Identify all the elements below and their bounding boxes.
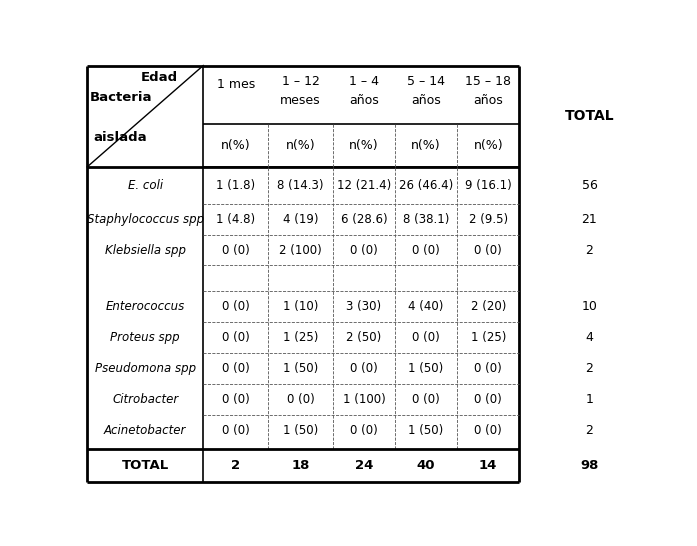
Text: 1 (50): 1 (50) bbox=[408, 362, 444, 375]
Text: 1 (50): 1 (50) bbox=[408, 424, 444, 437]
Text: Pseudomona spp: Pseudomona spp bbox=[95, 362, 196, 375]
Text: n(%): n(%) bbox=[349, 139, 378, 152]
Text: 0 (0): 0 (0) bbox=[475, 362, 502, 375]
Text: 8 (14.3): 8 (14.3) bbox=[277, 179, 323, 192]
Text: TOTAL: TOTAL bbox=[565, 109, 614, 123]
Text: 56: 56 bbox=[581, 179, 597, 192]
Text: 0 (0): 0 (0) bbox=[412, 393, 440, 406]
Text: 0 (0): 0 (0) bbox=[412, 331, 440, 344]
Text: 1 (100): 1 (100) bbox=[343, 393, 385, 406]
Text: 4 (40): 4 (40) bbox=[408, 300, 444, 313]
Text: Acinetobacter: Acinetobacter bbox=[104, 424, 186, 437]
Text: 1 (25): 1 (25) bbox=[470, 331, 506, 344]
Text: Proteus spp: Proteus spp bbox=[110, 331, 180, 344]
Text: 9 (16.1): 9 (16.1) bbox=[465, 179, 512, 192]
Text: 40: 40 bbox=[417, 459, 436, 472]
Text: 1 (50): 1 (50) bbox=[283, 424, 318, 437]
Text: Citrobacter: Citrobacter bbox=[112, 393, 178, 406]
Text: n(%): n(%) bbox=[221, 139, 250, 152]
Text: 0 (0): 0 (0) bbox=[412, 244, 440, 257]
Text: 15 – 18: 15 – 18 bbox=[465, 75, 511, 88]
Text: 1 mes: 1 mes bbox=[217, 78, 255, 91]
Text: Klebsiella spp: Klebsiella spp bbox=[105, 244, 185, 257]
Text: años: años bbox=[349, 94, 379, 107]
Text: 2 (50): 2 (50) bbox=[346, 331, 381, 344]
Text: 26 (46.4): 26 (46.4) bbox=[399, 179, 453, 192]
Text: 2: 2 bbox=[585, 424, 593, 437]
Text: 0 (0): 0 (0) bbox=[222, 424, 250, 437]
Text: 1 (1.8): 1 (1.8) bbox=[216, 179, 255, 192]
Text: 0 (0): 0 (0) bbox=[222, 244, 250, 257]
Text: 4 (19): 4 (19) bbox=[283, 212, 319, 225]
Text: 1: 1 bbox=[585, 393, 593, 406]
Text: Edad: Edad bbox=[141, 70, 178, 84]
Text: 1 – 12: 1 – 12 bbox=[282, 75, 319, 88]
Text: 12 (21.4): 12 (21.4) bbox=[337, 179, 391, 192]
Text: 0 (0): 0 (0) bbox=[475, 393, 502, 406]
Text: 14: 14 bbox=[479, 459, 498, 472]
Text: 6 (28.6): 6 (28.6) bbox=[341, 212, 388, 225]
Text: meses: meses bbox=[280, 94, 321, 107]
Text: Enterococcus: Enterococcus bbox=[105, 300, 185, 313]
Text: 3 (30): 3 (30) bbox=[346, 300, 381, 313]
Text: años: años bbox=[411, 94, 441, 107]
Text: 2: 2 bbox=[231, 459, 240, 472]
Text: 1 – 4: 1 – 4 bbox=[349, 75, 379, 88]
Text: 2: 2 bbox=[585, 244, 593, 257]
Text: 2: 2 bbox=[585, 362, 593, 375]
Text: 1 (10): 1 (10) bbox=[283, 300, 319, 313]
Text: 0 (0): 0 (0) bbox=[286, 393, 314, 406]
Text: 8 (38.1): 8 (38.1) bbox=[403, 212, 450, 225]
Text: n(%): n(%) bbox=[473, 139, 503, 152]
Text: 0 (0): 0 (0) bbox=[222, 393, 250, 406]
Text: 2 (100): 2 (100) bbox=[279, 244, 322, 257]
Text: 10: 10 bbox=[581, 300, 597, 313]
Text: 18: 18 bbox=[291, 459, 309, 472]
Text: 1 (4.8): 1 (4.8) bbox=[216, 212, 255, 225]
Text: 2 (20): 2 (20) bbox=[470, 300, 506, 313]
Text: 0 (0): 0 (0) bbox=[350, 424, 378, 437]
Text: 2 (9.5): 2 (9.5) bbox=[468, 212, 508, 225]
Text: 98: 98 bbox=[581, 459, 599, 472]
Text: E. coli: E. coli bbox=[128, 179, 163, 192]
Text: 0 (0): 0 (0) bbox=[350, 244, 378, 257]
Text: 0 (0): 0 (0) bbox=[475, 244, 502, 257]
Text: 1 (25): 1 (25) bbox=[283, 331, 319, 344]
Text: 4: 4 bbox=[585, 331, 593, 344]
Text: 24: 24 bbox=[355, 459, 373, 472]
Text: 5 – 14: 5 – 14 bbox=[407, 75, 445, 88]
Text: 0 (0): 0 (0) bbox=[475, 424, 502, 437]
Text: aislada: aislada bbox=[93, 131, 147, 144]
Text: 0 (0): 0 (0) bbox=[222, 331, 250, 344]
Text: n(%): n(%) bbox=[286, 139, 315, 152]
Text: TOTAL: TOTAL bbox=[121, 459, 169, 472]
Text: 0 (0): 0 (0) bbox=[222, 362, 250, 375]
Text: 0 (0): 0 (0) bbox=[222, 300, 250, 313]
Text: n(%): n(%) bbox=[411, 139, 441, 152]
Text: 0 (0): 0 (0) bbox=[350, 362, 378, 375]
Text: 1 (50): 1 (50) bbox=[283, 362, 318, 375]
Text: Staphylococcus spp: Staphylococcus spp bbox=[86, 212, 204, 225]
Text: Bacteria: Bacteria bbox=[89, 91, 152, 104]
Text: años: años bbox=[473, 94, 503, 107]
Text: 21: 21 bbox=[581, 212, 597, 225]
